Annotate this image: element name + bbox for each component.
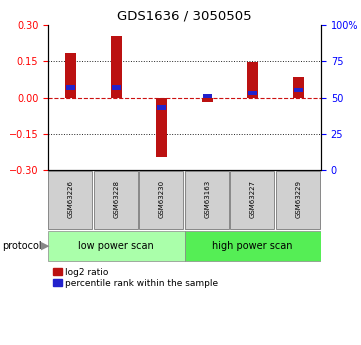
Title: GDS1636 / 3050505: GDS1636 / 3050505 [117, 9, 252, 22]
Text: protocol: protocol [2, 241, 42, 251]
FancyBboxPatch shape [230, 171, 274, 229]
Text: GSM63229: GSM63229 [295, 180, 301, 218]
Bar [157, 106, 166, 110]
Bar [294, 88, 303, 92]
Bar [156, 98, 168, 157]
FancyBboxPatch shape [276, 171, 319, 229]
FancyBboxPatch shape [184, 231, 321, 262]
FancyBboxPatch shape [185, 171, 229, 229]
FancyBboxPatch shape [139, 171, 183, 229]
Legend: log2 ratio, percentile rank within the sample: log2 ratio, percentile rank within the s… [52, 267, 218, 288]
Bar [247, 62, 258, 98]
Text: GSM63230: GSM63230 [159, 180, 165, 218]
Text: GSM63163: GSM63163 [204, 180, 210, 218]
Bar [66, 85, 75, 89]
Text: low power scan: low power scan [78, 241, 154, 251]
Bar [110, 36, 122, 98]
FancyBboxPatch shape [94, 171, 138, 229]
Text: ▶: ▶ [41, 241, 49, 251]
FancyBboxPatch shape [48, 231, 184, 262]
Text: high power scan: high power scan [213, 241, 293, 251]
Bar [248, 91, 257, 95]
Bar [203, 94, 212, 98]
Bar [65, 53, 77, 98]
Text: GSM63228: GSM63228 [113, 180, 119, 218]
Text: GSM63226: GSM63226 [68, 180, 74, 218]
Bar [201, 98, 213, 102]
Bar [292, 77, 304, 98]
Bar [112, 85, 121, 89]
FancyBboxPatch shape [48, 171, 92, 229]
Text: GSM63227: GSM63227 [250, 180, 256, 218]
